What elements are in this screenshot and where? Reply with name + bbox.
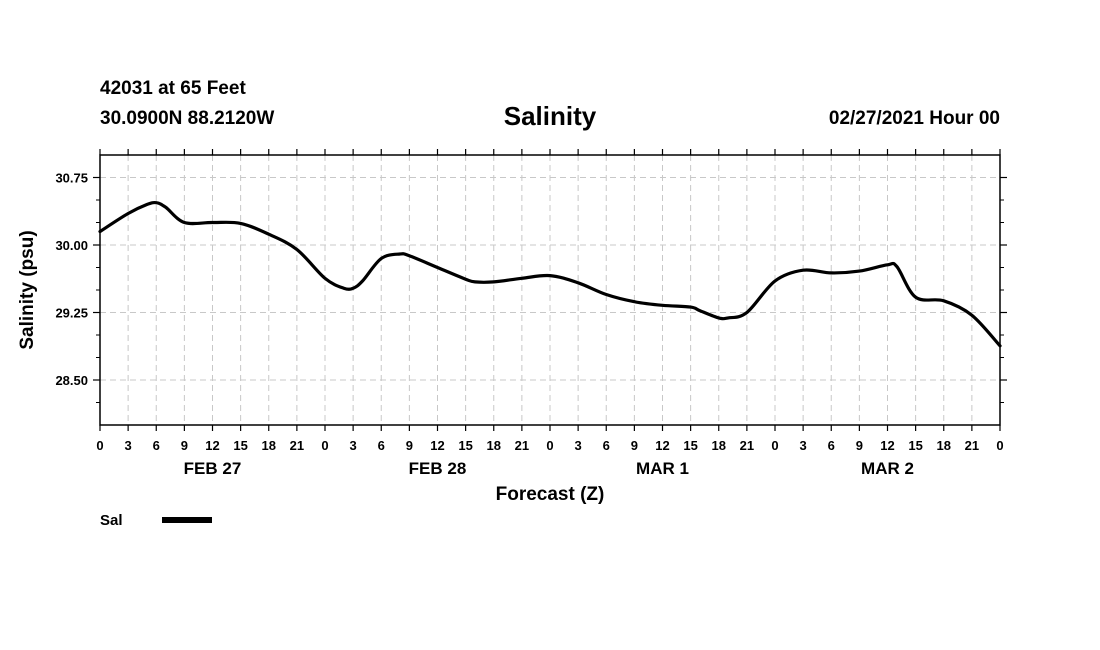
- x-tick-label: 15: [908, 438, 922, 453]
- x-tick-label: 15: [233, 438, 247, 453]
- x-tick-label: 3: [800, 438, 807, 453]
- y-tick-label: 28.50: [55, 373, 88, 388]
- plot-frame: [99, 154, 1001, 426]
- day-labels: FEB 27 FEB 28 MAR 1 MAR 2: [184, 459, 914, 478]
- x-tick-label: 0: [546, 438, 553, 453]
- x-tick-label: 18: [712, 438, 726, 453]
- x-tick-label: 18: [937, 438, 951, 453]
- x-tick-label: 6: [153, 438, 160, 453]
- x-tick-label: 12: [430, 438, 444, 453]
- day-label: MAR 1: [636, 459, 689, 478]
- legend: Sal: [100, 512, 212, 529]
- x-tick-label: 9: [856, 438, 863, 453]
- x-tick-label: 21: [740, 438, 754, 453]
- x-tick-label: 12: [880, 438, 894, 453]
- x-tick-label: 0: [771, 438, 778, 453]
- x-axis-label: Forecast (Z): [496, 484, 605, 505]
- x-tick-label: 6: [378, 438, 385, 453]
- y-axis: 30.75 30.00 29.25 28.50: [55, 171, 1007, 403]
- x-tick-label: 18: [262, 438, 276, 453]
- x-tick-label: 21: [965, 438, 979, 453]
- x-tick-label: 0: [996, 438, 1003, 453]
- x-tick-label: 3: [575, 438, 582, 453]
- chart-title: Salinity: [504, 101, 597, 131]
- y-tick-label: 30.75: [55, 171, 88, 186]
- x-tick-label: 9: [631, 438, 638, 453]
- x-tick-label: 0: [321, 438, 328, 453]
- station-label: 42031 at 65 Feet: [100, 78, 246, 99]
- x-tick-label: 0: [96, 438, 103, 453]
- x-tick-label: 21: [290, 438, 304, 453]
- x-tick-label: 12: [205, 438, 219, 453]
- series-line-sal: [98, 200, 1002, 348]
- x-tick-label: 6: [828, 438, 835, 453]
- grid-lines: [100, 155, 1000, 425]
- x-tick-label: 12: [655, 438, 669, 453]
- series-layer: [98, 200, 1002, 348]
- legend-label: Sal: [100, 512, 123, 529]
- x-tick-label: 15: [458, 438, 472, 453]
- x-tick-label: 3: [350, 438, 357, 453]
- x-axis: 0 3 6 9 12 15 18 21 0 3 6 9 12 15 18 21 0 3 6 9 12 15 18 21 0 3 6 9…: [96, 149, 1004, 453]
- x-tick-label: 21: [515, 438, 529, 453]
- x-tick-label: 6: [603, 438, 610, 453]
- x-tick-label: 9: [406, 438, 413, 453]
- run-time-label: 02/27/2021 Hour 00: [829, 108, 1000, 129]
- day-label: FEB 27: [184, 459, 242, 478]
- x-tick-label: 3: [125, 438, 132, 453]
- x-tick-label: 15: [683, 438, 697, 453]
- day-label: FEB 28: [409, 459, 467, 478]
- day-label: MAR 2: [861, 459, 914, 478]
- x-tick-label: 18: [487, 438, 501, 453]
- y-tick-label: 30.00: [55, 238, 88, 253]
- y-tick-label: 29.25: [55, 306, 88, 321]
- x-tick-label: 9: [181, 438, 188, 453]
- y-axis-label: Salinity (psu): [17, 230, 38, 349]
- location-label: 30.0900N 88.2120W: [100, 108, 274, 129]
